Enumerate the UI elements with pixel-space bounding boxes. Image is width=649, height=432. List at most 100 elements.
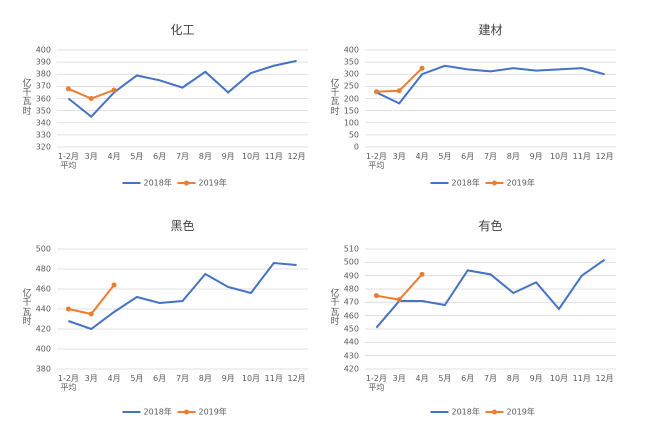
series-line	[68, 261, 297, 331]
legend-label: 2018年	[451, 407, 480, 417]
y-tick-label: 340	[35, 118, 51, 128]
y-tick-label: 370	[35, 81, 51, 91]
legend-label: 2019年	[198, 178, 227, 188]
y-tick-label: 380	[35, 364, 51, 374]
x-tick-label: 12月	[287, 152, 306, 161]
legend-marker	[492, 180, 497, 186]
series-line	[67, 59, 297, 119]
x-tick-label: 8月	[198, 374, 212, 383]
y-tick-label: 360	[35, 93, 51, 103]
y-tick-label: 200	[343, 93, 359, 103]
y-tick-label: 350	[343, 57, 359, 67]
x-tick-label: 1-2月 平均	[365, 374, 387, 393]
y-tick-label: 480	[35, 264, 51, 274]
legend-label: 2018年	[143, 178, 172, 188]
x-tick-label: 4月	[107, 374, 121, 383]
x-tick-label: 1-2月 平均	[57, 374, 79, 393]
x-tick-label: 5月	[130, 374, 144, 383]
x-tick-label: 11月	[572, 152, 591, 161]
series-line	[375, 258, 606, 329]
y-tick-label: 400	[35, 45, 51, 55]
legend-label: 2019年	[506, 407, 535, 417]
x-tick-label: 1-2月 平均	[365, 152, 387, 171]
x-tick-label: 9月	[221, 374, 235, 383]
x-tick-label: 4月	[107, 152, 121, 161]
y-tick-label: 350	[35, 106, 51, 116]
x-tick-label: 7月	[483, 152, 498, 161]
y-tick-label: 470	[343, 297, 359, 307]
y-tick-label: 440	[343, 337, 359, 347]
x-tick-label: 5月	[438, 152, 452, 161]
chart-title: 黑色	[170, 219, 195, 233]
y-axis-label: 亿千瓦时	[22, 289, 32, 328]
x-tick-label: 10月	[241, 374, 261, 383]
chart-title: 化工	[170, 23, 195, 37]
x-tick-label: 1-2月 平均	[57, 152, 79, 171]
y-tick-label: 390	[35, 57, 51, 67]
point	[88, 96, 94, 101]
x-tick-label: 3月	[84, 374, 98, 383]
x-tick-label: 5月	[130, 152, 144, 161]
y-tick-label: 480	[343, 284, 359, 294]
x-tick-label: 9月	[221, 152, 235, 161]
y-tick-label: 500	[35, 244, 51, 254]
y-tick-label: 0	[353, 142, 359, 152]
point	[65, 306, 71, 312]
y-tick-label: 400	[35, 344, 51, 354]
legend-label: 2018年	[451, 178, 480, 188]
x-tick-label: 12月	[595, 374, 614, 383]
series-line	[375, 64, 605, 105]
y-tick-label: 150	[343, 106, 359, 116]
x-tick-label: 12月	[287, 374, 306, 383]
x-tick-label: 7月	[175, 374, 190, 383]
series-line	[376, 273, 423, 301]
y-axis-label: 亿千瓦时	[330, 289, 340, 328]
point	[396, 297, 402, 303]
x-tick-label: 9月	[529, 374, 543, 383]
x-tick-label: 11月	[264, 152, 283, 161]
y-tick-label: 50	[348, 130, 359, 140]
x-tick-label: 7月	[483, 374, 498, 383]
x-tick-label: 6月	[153, 374, 167, 383]
point	[88, 311, 94, 317]
legend-label: 2019年	[506, 178, 535, 188]
y-tick-label: 460	[343, 311, 359, 321]
legend-label: 2018年	[143, 407, 172, 417]
x-tick-label: 3月	[392, 374, 406, 383]
y-tick-label: 420	[343, 364, 359, 374]
x-tick-label: 11月	[572, 374, 591, 383]
x-tick-label: 3月	[84, 152, 98, 161]
point	[373, 89, 379, 95]
x-tick-label: 8月	[506, 374, 520, 383]
x-tick-label: 11月	[264, 374, 283, 383]
point	[373, 293, 379, 299]
y-axis-label: 亿千瓦时	[330, 78, 340, 117]
point	[111, 87, 117, 93]
x-tick-label: 4月	[415, 374, 429, 383]
legend-label: 2019年	[198, 407, 227, 417]
legend-marker	[492, 409, 497, 415]
y-tick-label: 510	[343, 244, 359, 254]
x-tick-label: 9月	[529, 152, 543, 161]
y-tick-label: 460	[35, 284, 51, 294]
series-line	[376, 67, 423, 93]
x-tick-label: 3月	[392, 152, 406, 161]
y-tick-label: 330	[35, 130, 51, 140]
x-tick-label: 8月	[506, 152, 520, 161]
point	[396, 88, 402, 94]
point	[65, 86, 71, 92]
y-tick-label: 300	[343, 69, 359, 79]
point	[419, 271, 425, 277]
chart-title: 有色	[478, 219, 503, 233]
y-tick-label: 490	[343, 271, 359, 281]
y-tick-label: 400	[343, 45, 359, 55]
x-tick-label: 10月	[549, 374, 569, 383]
point	[111, 282, 117, 288]
x-tick-label: 6月	[461, 152, 475, 161]
x-tick-label: 5月	[438, 374, 452, 383]
point	[419, 65, 425, 71]
y-tick-label: 500	[343, 257, 359, 267]
y-axis-label: 亿千瓦时	[22, 78, 32, 117]
